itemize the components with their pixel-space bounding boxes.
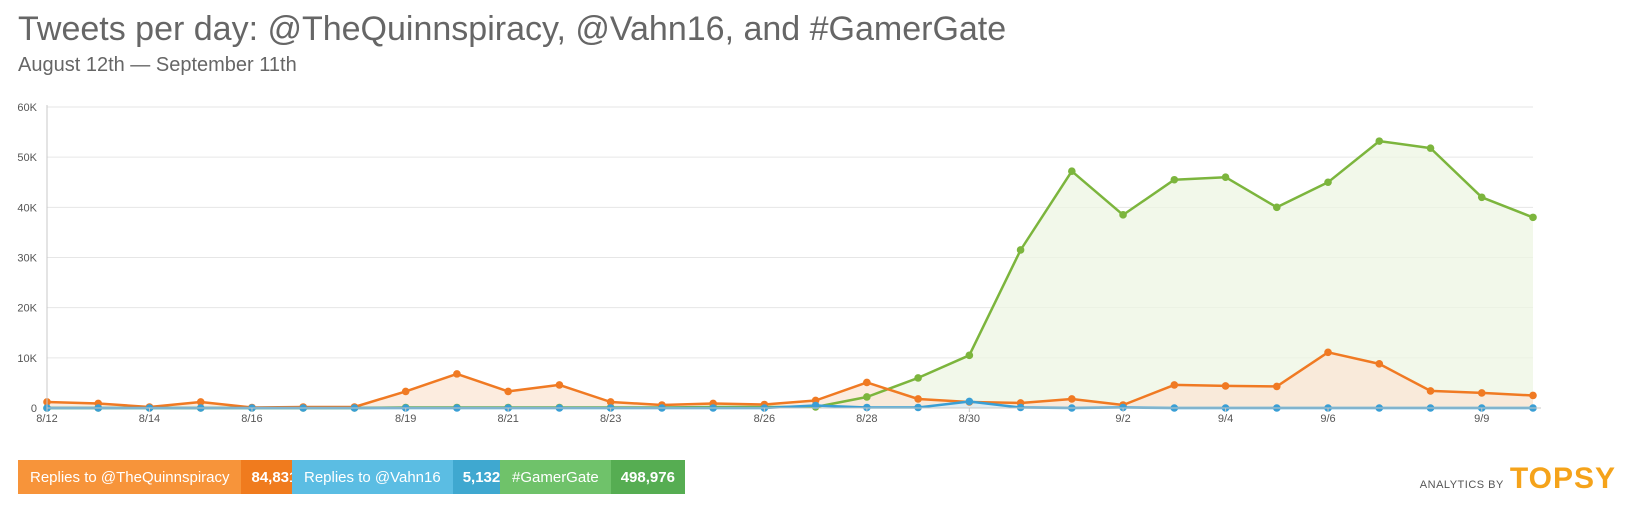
legend-gamergate[interactable]: #GamerGate 498,976 xyxy=(500,460,685,494)
point-replies-to-thequinnspiracy xyxy=(1375,360,1384,368)
point-gamergate xyxy=(1477,193,1486,202)
x-tick-label: 8/23 xyxy=(600,413,621,425)
point-replies-to-thequinnspiracy xyxy=(606,398,615,406)
tweets-line-chart: 60K 50K 40K 30K 20K 10K 08/12 8/14 8/16 8/19 8/21 8… xyxy=(17,102,1541,425)
y-tick-label: 40K xyxy=(17,202,37,214)
y-tick-label: 60K xyxy=(17,102,37,114)
x-tick-label: 9/2 xyxy=(1115,413,1130,425)
point-replies-to-vahn16 xyxy=(811,401,820,410)
point-replies-to-thequinnspiracy xyxy=(1068,395,1076,403)
point-replies-to-thequinnspiracy xyxy=(1529,391,1537,400)
legend-label: Replies to @TheQuinnspiracy xyxy=(18,460,242,494)
point-gamergate xyxy=(1016,246,1025,254)
area-replies-to-thequinnspiracy xyxy=(47,352,1533,408)
point-gamergate xyxy=(1529,213,1537,222)
point-replies-to-thequinnspiracy xyxy=(1477,389,1486,397)
point-replies-to-thequinnspiracy xyxy=(914,395,922,403)
point-gamergate xyxy=(1170,175,1179,184)
point-replies-to-thequinnspiracy xyxy=(401,387,410,396)
series-areas xyxy=(47,141,1533,408)
point-gamergate xyxy=(914,374,922,382)
x-tick-label: 8/30 xyxy=(959,413,980,425)
chart-title: Tweets per day: @TheQuinnspiracy, @Vahn1… xyxy=(18,10,1007,48)
point-replies-to-thequinnspiracy xyxy=(1221,382,1230,390)
topsy-logo: TOPSY xyxy=(1509,462,1616,495)
point-replies-to-thequinnspiracy xyxy=(1426,387,1435,395)
legend-label: #GamerGate xyxy=(500,460,611,494)
series-points xyxy=(43,137,1537,412)
point-gamergate xyxy=(1375,137,1384,145)
x-tick-label: 9/6 xyxy=(1320,413,1335,425)
point-replies-to-vahn16 xyxy=(914,403,922,412)
point-gamergate xyxy=(863,393,871,401)
x-tick-label: 8/28 xyxy=(856,413,877,425)
legend-vahn16[interactable]: Replies to @Vahn16 5,132 xyxy=(292,460,511,494)
x-tick-label: 8/21 xyxy=(497,413,518,425)
point-gamergate xyxy=(1068,167,1076,176)
point-replies-to-thequinnspiracy xyxy=(863,378,871,387)
point-replies-to-thequinnspiracy xyxy=(453,370,461,378)
point-replies-to-thequinnspiracy xyxy=(196,398,205,406)
grid xyxy=(47,106,1533,359)
point-gamergate xyxy=(1119,211,1127,219)
legend-quinnspiracy[interactable]: Replies to @TheQuinnspiracy 84,831 xyxy=(18,460,308,494)
y-tick-label: 20K xyxy=(17,303,37,315)
point-replies-to-vahn16 xyxy=(1016,403,1025,412)
point-replies-to-vahn16 xyxy=(863,403,871,412)
y-tick-label: 30K xyxy=(17,253,37,265)
branding-prefix: ANALYTICS BY xyxy=(1419,479,1504,491)
x-tick-label: 8/12 xyxy=(36,413,57,425)
point-replies-to-thequinnspiracy xyxy=(504,387,512,396)
x-tick-label: 8/14 xyxy=(139,413,160,425)
chart-subtitle: August 12th — September 11th xyxy=(18,54,297,76)
x-tick-label: 8/26 xyxy=(754,413,775,425)
axes: 60K 50K 40K 30K 20K 10K 08/12 8/14 8/16 8/19 8/21 8… xyxy=(17,102,1541,425)
x-tick-label: 9/9 xyxy=(1474,413,1489,425)
point-gamergate xyxy=(1426,144,1435,152)
point-replies-to-thequinnspiracy xyxy=(1324,348,1332,357)
x-tick-label: 9/4 xyxy=(1218,413,1233,425)
point-gamergate xyxy=(1324,178,1332,187)
legend-total: 498,976 xyxy=(610,460,685,494)
point-replies-to-thequinnspiracy xyxy=(555,381,564,389)
area-gamergate xyxy=(47,141,1533,408)
legend-label: Replies to @Vahn16 xyxy=(292,460,453,494)
topsy-branding: ANALYTICS BY TOPSY xyxy=(1420,462,1616,496)
y-tick-label: 10K xyxy=(17,353,37,365)
point-replies-to-thequinnspiracy xyxy=(1170,381,1179,389)
point-gamergate xyxy=(965,351,974,360)
point-replies-to-vahn16 xyxy=(1119,403,1127,412)
x-tick-label: 8/16 xyxy=(241,413,262,425)
point-replies-to-vahn16 xyxy=(965,397,974,406)
y-tick-label: 0 xyxy=(31,403,37,415)
x-tick-label: 8/19 xyxy=(395,413,416,425)
point-gamergate xyxy=(1272,203,1281,212)
point-gamergate xyxy=(1221,173,1230,182)
point-replies-to-thequinnspiracy xyxy=(1272,382,1281,391)
y-tick-label: 50K xyxy=(17,152,37,164)
